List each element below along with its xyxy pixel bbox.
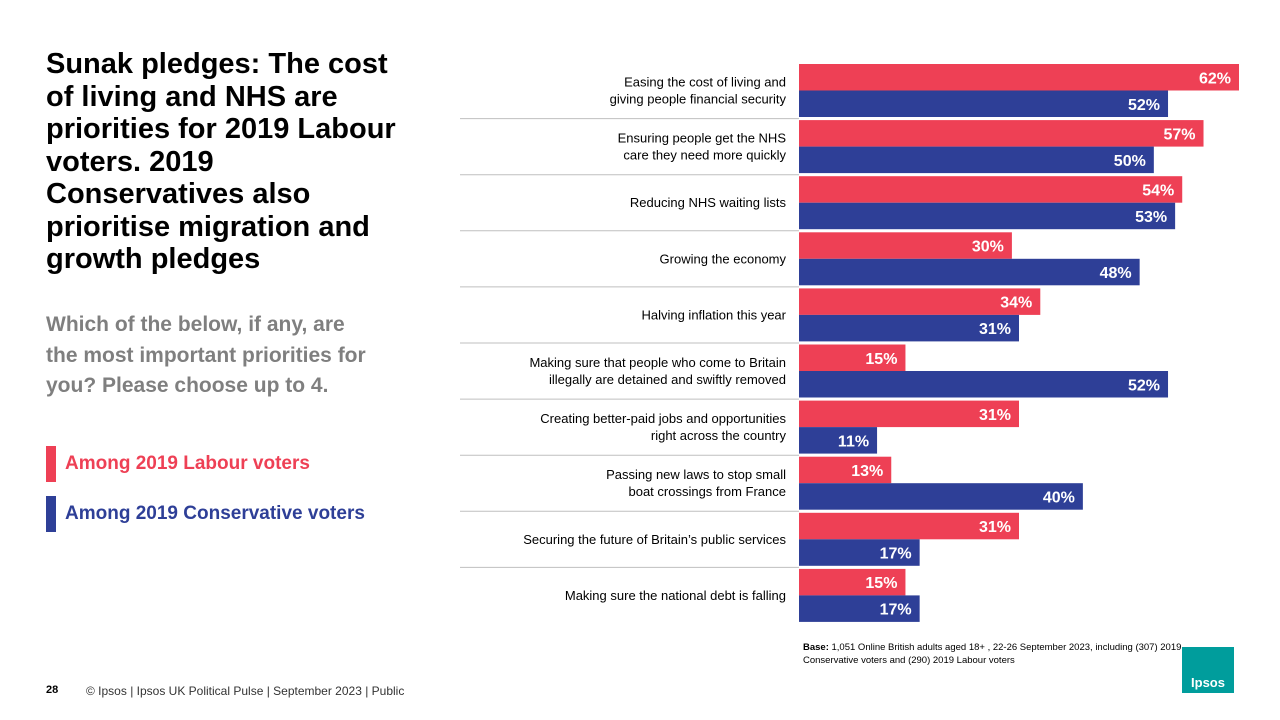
data-label-labour: 62% xyxy=(1199,70,1231,87)
data-label-conservative: 48% xyxy=(1100,265,1132,282)
bar-conservative xyxy=(799,202,1176,230)
bar-conservative xyxy=(799,371,1169,398)
data-label-labour: 57% xyxy=(1163,126,1195,143)
category-label: Ensuring people get the NHS xyxy=(618,131,787,146)
page-title: Sunak pledges: The cost of living and NH… xyxy=(46,48,396,275)
category-label: Making sure the national debt is falling xyxy=(565,588,786,603)
bar-conservative xyxy=(799,539,920,566)
data-label-conservative: 52% xyxy=(1128,377,1160,394)
category-label: Securing the future of Britain’s public … xyxy=(523,532,786,547)
legend-labour: Among 2019 Labour voters xyxy=(46,446,310,482)
bar-chart: Easing the cost of living and giving peop… xyxy=(460,64,1239,622)
bar-labour xyxy=(799,64,1239,91)
bar-conservative xyxy=(799,595,920,622)
base-note: Base: 1,051 Online British adults aged 1… xyxy=(803,641,1183,667)
category-label: Creating better-paid jobs and opportunit… xyxy=(540,411,786,426)
bar-labour xyxy=(799,512,1019,540)
category-label: giving people financial security xyxy=(610,92,787,107)
data-label-labour: 54% xyxy=(1142,182,1174,199)
legend-swatch-conservative xyxy=(46,496,56,532)
bar-labour xyxy=(799,176,1183,203)
page-number: 28 xyxy=(46,684,59,696)
category-label: care they need more quickly xyxy=(623,148,786,163)
data-label-conservative: 40% xyxy=(1043,489,1075,506)
bar-labour xyxy=(799,568,906,596)
ipsos-logo: Ipsos xyxy=(1182,647,1234,693)
data-label-conservative: 11% xyxy=(838,433,869,450)
category-label: illegally are detained and swiftly remov… xyxy=(549,372,786,387)
data-label-conservative: 50% xyxy=(1114,153,1146,170)
bar-conservative xyxy=(799,90,1169,117)
data-label-labour: 31% xyxy=(979,519,1011,536)
bar-labour xyxy=(799,344,906,371)
bar-conservative xyxy=(799,427,878,454)
base-label: Base: xyxy=(803,642,829,653)
category-label: Passing new laws to stop small xyxy=(606,467,786,482)
category-label: Easing the cost of living and xyxy=(624,75,786,90)
legend-label-conservative: Among 2019 Conservative voters xyxy=(65,503,365,524)
bar-labour xyxy=(799,232,1012,259)
category-label: right across the country xyxy=(651,428,787,443)
data-label-labour: 31% xyxy=(979,407,1011,424)
base-text: 1,051 Online British adults aged 18+ , 2… xyxy=(803,642,1182,666)
data-label-labour: 30% xyxy=(972,239,1004,256)
legend-swatch-labour xyxy=(46,446,56,482)
question-text: Which of the below, if any, are the most… xyxy=(46,313,366,397)
data-label-conservative: 52% xyxy=(1128,97,1160,114)
data-label-labour: 15% xyxy=(865,351,897,368)
legend-label-labour: Among 2019 Labour voters xyxy=(65,453,310,474)
data-label-conservative: 17% xyxy=(880,602,912,619)
category-label: Reducing NHS waiting lists xyxy=(630,195,787,210)
legend-conservative: Among 2019 Conservative voters xyxy=(46,496,365,532)
logo-text: Ipsos xyxy=(1191,675,1225,690)
data-label-labour: 15% xyxy=(865,575,897,592)
data-label-conservative: 17% xyxy=(880,546,912,563)
bar-labour xyxy=(799,120,1204,147)
bar-labour xyxy=(799,288,1041,315)
data-label-conservative: 31% xyxy=(979,321,1011,338)
data-label-labour: 13% xyxy=(851,463,883,480)
bar-conservative xyxy=(799,258,1140,286)
bar-conservative xyxy=(799,146,1154,174)
footer-text: © Ipsos | Ipsos UK Political Pulse | Sep… xyxy=(86,684,405,698)
category-label: Growing the economy xyxy=(660,251,787,266)
category-label: Halving inflation this year xyxy=(641,307,786,322)
category-label: boat crossings from France xyxy=(628,484,786,499)
bar-conservative xyxy=(799,314,1019,342)
category-label: Making sure that people who come to Brit… xyxy=(529,355,786,370)
bar-labour xyxy=(799,456,892,484)
bar-conservative xyxy=(799,483,1083,510)
data-label-conservative: 53% xyxy=(1135,209,1167,226)
data-label-labour: 34% xyxy=(1000,295,1032,312)
bar-labour xyxy=(799,400,1019,428)
